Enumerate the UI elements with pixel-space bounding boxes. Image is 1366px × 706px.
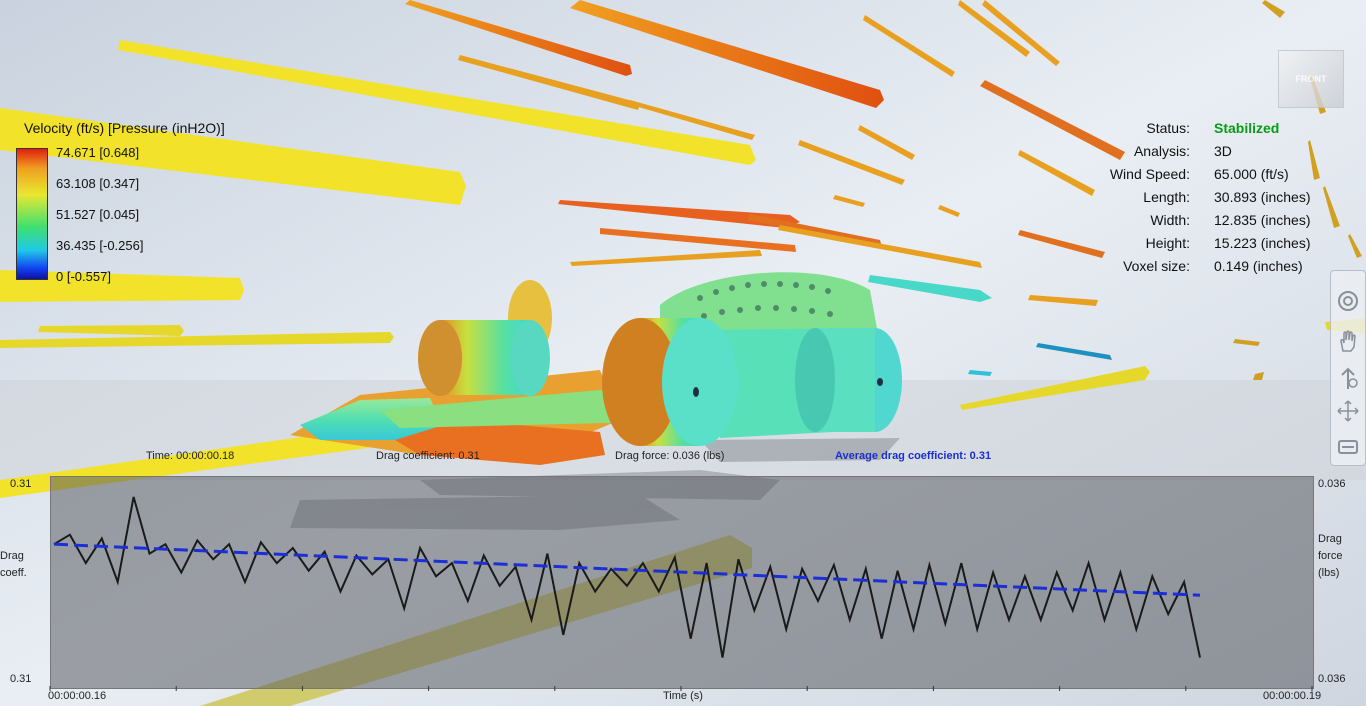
view-settings-icon[interactable] <box>1336 435 1360 459</box>
orbit-icon[interactable] <box>1336 289 1360 313</box>
right-axis-min: 0.036 <box>1318 673 1346 685</box>
legend-label-min: 0 [-0.557] <box>56 269 111 284</box>
average-drag-readout: Average drag coefficient: 0.31 <box>835 450 992 462</box>
legend-label-4: 36.435 [-0.256] <box>56 238 144 253</box>
status-value: Stabilized <box>1214 120 1280 136</box>
right-axis-max: 0.036 <box>1318 478 1346 490</box>
status-label: Status: <box>1146 120 1190 136</box>
wind-speed-value: 65.000 (ft/s) <box>1214 166 1289 182</box>
navigation-toolbar <box>1330 270 1366 466</box>
legend-label-3: 51.527 [0.045] <box>56 207 140 222</box>
left-axis-title-1: Drag <box>0 550 24 562</box>
length-value: 30.893 (inches) <box>1214 189 1311 205</box>
voxel-size-value: 0.149 (inches) <box>1214 258 1303 274</box>
view-cube[interactable]: FRONT <box>1278 50 1344 108</box>
analysis-value: 3D <box>1214 143 1232 159</box>
height-value: 15.223 (inches) <box>1214 235 1311 251</box>
drag-graph-panel <box>50 476 1314 689</box>
time-readout: Time: 00:00:00.18 <box>146 450 235 462</box>
length-label: Length: <box>1143 189 1190 205</box>
height-label: Height: <box>1145 235 1190 251</box>
x-axis-title: Time (s) <box>663 690 703 702</box>
drag-force-readout: Drag force: 0.036 (lbs) <box>615 450 725 462</box>
analysis-label: Analysis: <box>1133 143 1190 159</box>
color-scale-bar <box>16 148 48 280</box>
legend-label-max: 74.671 [0.648] <box>56 145 140 160</box>
x-axis-start: 00:00:00.16 <box>48 690 107 702</box>
pan-hand-icon[interactable] <box>1336 329 1360 353</box>
left-axis-min: 0.31 <box>10 673 32 685</box>
right-axis-title-3: (lbs) <box>1318 567 1340 579</box>
right-axis-title-2: force <box>1318 550 1343 562</box>
width-value: 12.835 (inches) <box>1214 212 1311 228</box>
voxel-size-label: Voxel size: <box>1123 258 1190 274</box>
legend-label-2: 63.108 [0.347] <box>56 176 140 191</box>
car-model <box>290 272 902 465</box>
legend-title: Velocity (ft/s) [Pressure (inH2O)] <box>24 120 225 136</box>
fit-view-icon[interactable] <box>1336 399 1360 423</box>
drag-coefficient-readout: Drag coefficient: 0.31 <box>376 450 480 462</box>
streamlines-teal <box>868 275 1112 376</box>
left-axis-max: 0.31 <box>10 478 32 490</box>
zoom-icon[interactable] <box>1336 367 1360 391</box>
width-label: Width: <box>1150 212 1190 228</box>
right-axis-title-1: Drag <box>1318 533 1342 545</box>
wind-speed-label: Wind Speed: <box>1109 166 1190 182</box>
streamlines-orange <box>405 0 1362 380</box>
x-axis-end: 00:00:00.19 <box>1263 690 1322 702</box>
left-axis-title-2: coeff. <box>0 567 27 579</box>
